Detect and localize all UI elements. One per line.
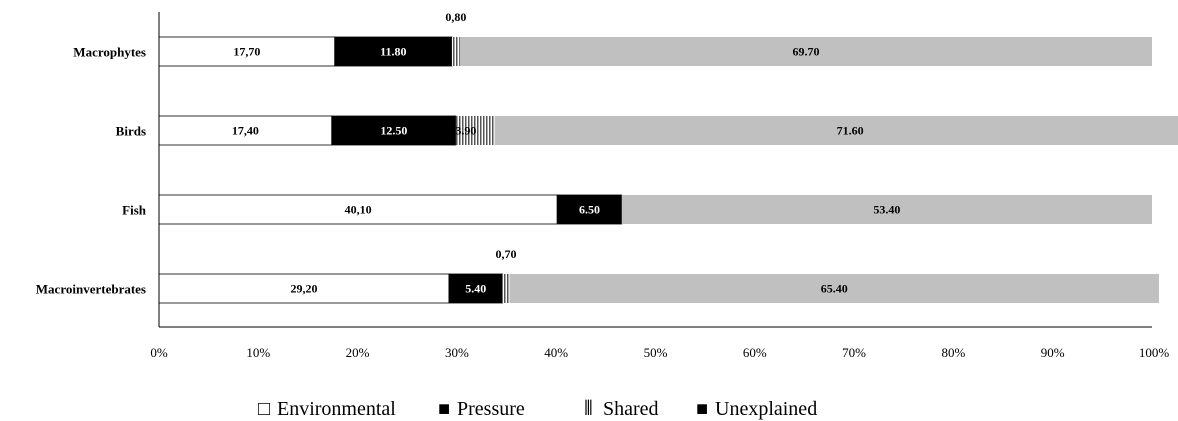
x-tick-label: 70% (842, 345, 866, 360)
legend-label-shared: Shared (603, 398, 659, 420)
x-tick-label: 80% (941, 345, 965, 360)
bar-birds-environmental (158, 115, 333, 146)
value-label-fish-unexplained: 53.40 (873, 203, 900, 217)
x-tick-label: 50% (644, 345, 668, 360)
x-tick-label: 30% (445, 345, 469, 360)
legend-symbol-shared: ⦀ (584, 398, 593, 420)
value-label-fish-pressure: 6.50 (579, 203, 600, 217)
legend-symbol-unexplained: ■ (696, 398, 708, 420)
bar-fish-pressure (556, 194, 623, 225)
bar-macrophytes-pressure (334, 36, 453, 67)
x-tick-label: 40% (544, 345, 568, 360)
bar-macroinvertebrates-unexplained (509, 274, 1159, 303)
value-label-macrophytes-environmental: 17,70 (233, 45, 260, 59)
bar-macrophytes-unexplained (459, 37, 1152, 66)
legend-label-unexplained: Unexplained (715, 398, 817, 420)
bar-birds-pressure (331, 115, 457, 146)
value-label-birds-pressure: 12.50 (380, 124, 407, 138)
value-label-macrophytes-pressure: 11.80 (380, 45, 406, 59)
value-label-birds-shared: 3.90 (455, 124, 476, 138)
value-label-macrophytes-unexplained: 69.70 (792, 45, 819, 59)
value-label-birds-unexplained: 71.60 (837, 124, 864, 138)
x-tick-label: 90% (1041, 345, 1065, 360)
x-tick-label: 0% (150, 345, 168, 360)
x-tick-label: 100% (1139, 345, 1170, 360)
legend-symbol-environmental: □ (258, 398, 270, 420)
category-label-macrophytes: Macrophytes (73, 45, 146, 60)
legend-label-pressure: Pressure (457, 398, 525, 420)
bar-birds-shared (455, 116, 495, 145)
value-label-fish-environmental: 40,10 (345, 203, 372, 217)
x-tick-label: 20% (346, 345, 370, 360)
value-label-macroinvertebrates-pressure: 5.40 (465, 282, 486, 296)
bar-fish-unexplained (621, 195, 1152, 224)
x-tick-label: 60% (743, 345, 767, 360)
legend-label-environmental: Environmental (277, 398, 396, 420)
category-label-birds: Birds (116, 124, 146, 139)
legend-symbol-pressure: ■ (438, 398, 450, 420)
bar-macroinvertebrates-shared (502, 274, 510, 303)
x-tick-label: 10% (246, 345, 270, 360)
value-label-birds-environmental: 17,40 (232, 124, 259, 138)
bar-birds-unexplained (494, 116, 1178, 145)
value-label-macroinvertebrates-environmental: 29,20 (290, 282, 317, 296)
bar-fish-environmental (158, 194, 558, 225)
bar-macrophytes-shared (451, 37, 460, 66)
value-label-macroinvertebrates-shared: 0,70 (496, 247, 517, 261)
bar-macroinvertebrates-environmental (158, 273, 450, 304)
value-label-macroinvertebrates-unexplained: 65.40 (821, 282, 848, 296)
category-label-fish: Fish (122, 203, 147, 218)
bar-macrophytes-environmental (158, 36, 336, 67)
category-label-macroinvertebrates: Macroinvertebrates (36, 282, 146, 297)
value-label-macrophytes-shared: 0,80 (445, 10, 466, 24)
